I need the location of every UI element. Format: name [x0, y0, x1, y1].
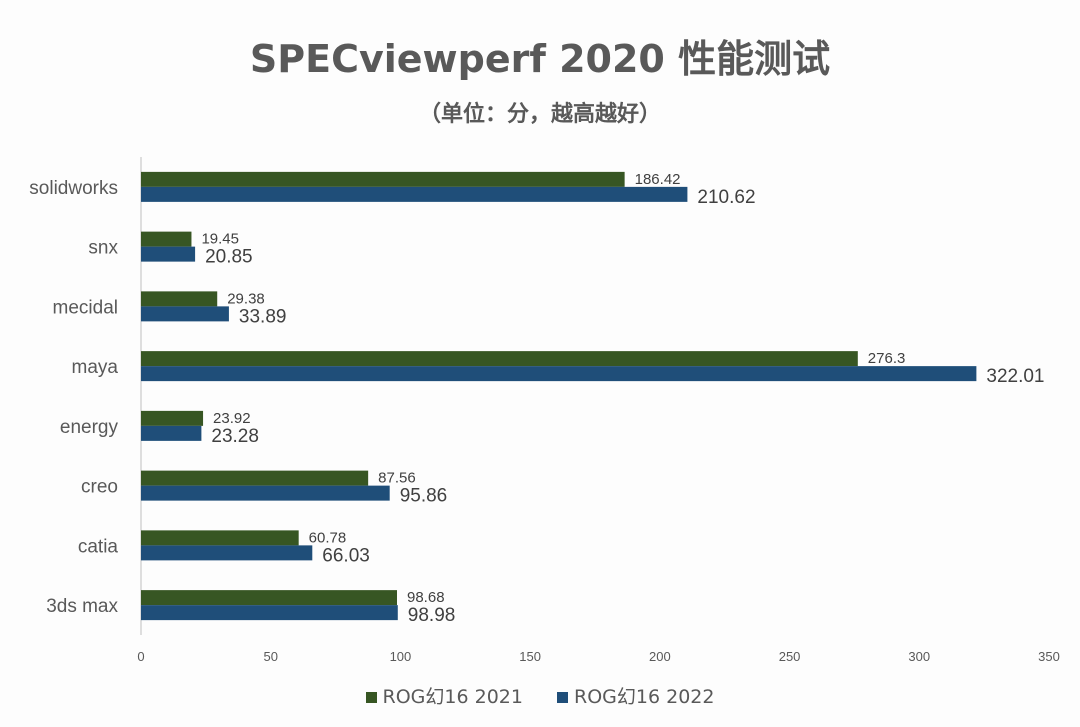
data-label-series-1: 19.45 [201, 231, 239, 248]
data-label-series-1: 60.78 [309, 529, 347, 546]
bar-series-2 [141, 246, 196, 262]
bar-series-2 [141, 545, 313, 561]
data-label-series-2: 20.85 [205, 247, 253, 268]
data-label-series-2: 66.03 [322, 545, 370, 566]
chart-legend: ROG幻16 2021 ROG幻16 2022 [0, 682, 1080, 709]
legend-label-series-2: ROG幻16 2022 [574, 686, 715, 708]
data-label-series-1: 87.56 [378, 470, 416, 487]
category-label: solidworks [29, 178, 118, 199]
x-tick-label: 50 [263, 649, 277, 664]
data-label-series-2: 33.89 [239, 306, 287, 327]
x-tick-label: 150 [519, 649, 541, 664]
legend-swatch-series-2 [557, 692, 569, 703]
category-label: maya [72, 357, 119, 378]
bar-series-1 [141, 410, 204, 426]
x-tick-label: 200 [649, 649, 671, 664]
data-label-series-1: 276.3 [868, 350, 906, 367]
legend-swatch-series-1 [365, 692, 377, 703]
bar-series-2 [141, 425, 202, 441]
bar-series-1 [141, 291, 218, 307]
bar-series-2 [141, 186, 688, 202]
bar-series-2 [141, 366, 977, 382]
bar-series-2 [141, 306, 229, 322]
x-tick-label: 250 [779, 649, 801, 664]
data-label-series-1: 98.68 [407, 589, 445, 606]
bar-series-1 [141, 530, 299, 546]
legend-label-series-1: ROG幻16 2021 [382, 686, 523, 708]
x-tick-label: 100 [390, 649, 412, 664]
category-label: creo [81, 477, 118, 498]
data-label-series-2: 322.01 [986, 366, 1044, 387]
bar-series-1 [141, 171, 625, 187]
bar-series-2 [141, 485, 390, 501]
data-label-series-1: 23.92 [213, 410, 251, 427]
chart-subtitle: （单位：分，越高越好） [418, 102, 661, 127]
data-label-series-2: 95.86 [400, 486, 448, 507]
data-label-series-2: 23.28 [211, 426, 259, 447]
bar-series-2 [141, 605, 398, 621]
category-label: catia [78, 536, 119, 557]
category-label: mecidal [53, 297, 118, 318]
x-tick-label: 350 [1038, 649, 1060, 664]
category-label: snx [88, 238, 118, 259]
category-label: 3ds max [46, 596, 118, 617]
x-tick-label: 0 [137, 649, 144, 664]
bar-series-1 [141, 231, 192, 247]
bar-series-1 [141, 590, 398, 606]
bar-series-1 [141, 351, 858, 367]
data-label-series-1: 186.42 [635, 171, 681, 188]
category-label: energy [60, 417, 119, 438]
data-label-series-1: 29.38 [227, 290, 265, 307]
x-tick-label: 300 [908, 649, 930, 664]
data-label-series-2: 98.98 [408, 605, 456, 626]
data-label-series-2: 210.62 [697, 187, 755, 208]
chart-title: SPECviewperf 2020 性能测试 [249, 37, 831, 81]
bar-series-1 [141, 470, 369, 486]
legend-item-series-2: ROG幻16 2022 [557, 682, 714, 709]
legend-item-series-1: ROG幻16 2021 [365, 682, 523, 709]
